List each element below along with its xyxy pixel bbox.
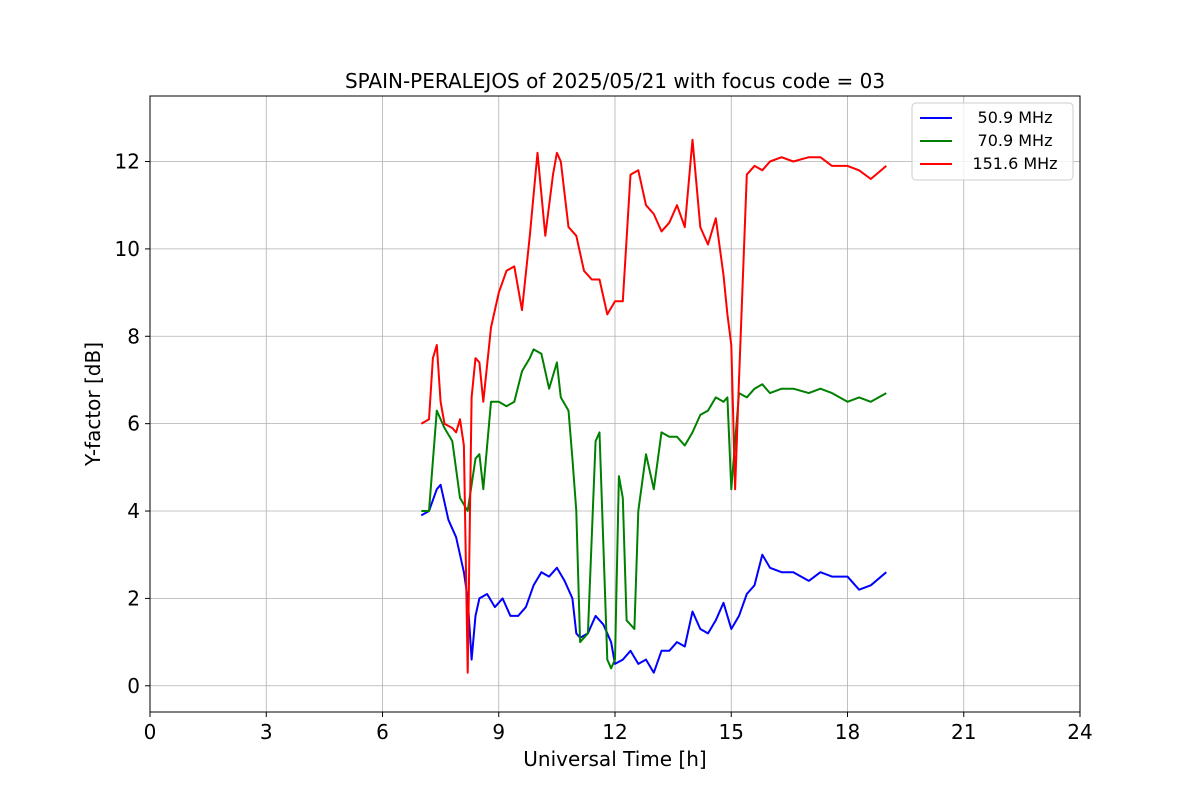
legend-label: 70.9 MHz bbox=[978, 131, 1053, 150]
x-tick-label: 9 bbox=[492, 720, 505, 744]
legend-box bbox=[911, 102, 1074, 181]
legend: 50.9 MHz 70.9 MHz 151.6 MHz bbox=[911, 102, 1074, 181]
y-tick-label: 10 bbox=[115, 237, 140, 261]
series-line-70-9-mhz bbox=[421, 348, 887, 670]
x-tick-label: 3 bbox=[260, 720, 273, 744]
x-tick-label: 18 bbox=[835, 720, 860, 744]
x-ticks: 0 3 6 9 12 15 18 21 24 bbox=[144, 712, 1093, 744]
y-tick-label: 6 bbox=[127, 412, 140, 436]
series-line-50-9-mhz bbox=[420, 483, 887, 674]
y-tick-label: 8 bbox=[127, 324, 140, 348]
y-axis-label: Y-factor [dB] bbox=[81, 342, 105, 467]
series-group bbox=[420, 138, 887, 674]
x-tick-label: 21 bbox=[951, 720, 976, 744]
x-tick-label: 24 bbox=[1067, 720, 1092, 744]
legend-label: 151.6 MHz bbox=[972, 154, 1057, 173]
series-line-151-6-mhz bbox=[420, 138, 887, 674]
y-tick-label: 12 bbox=[115, 150, 140, 174]
x-tick-label: 15 bbox=[719, 720, 744, 744]
x-tick-label: 12 bbox=[602, 720, 627, 744]
x-tick-label: 6 bbox=[376, 720, 389, 744]
legend-label: 50.9 MHz bbox=[978, 108, 1053, 127]
y-ticks: 0 2 4 6 8 10 12 bbox=[115, 150, 150, 698]
chart-title: SPAIN-PERALEJOS of 2025/05/21 with focus… bbox=[345, 69, 885, 93]
y-tick-label: 0 bbox=[127, 674, 140, 698]
x-tick-label: 0 bbox=[144, 720, 157, 744]
y-tick-label: 2 bbox=[127, 586, 140, 610]
y-tick-label: 4 bbox=[127, 499, 140, 523]
x-axis-label: Universal Time [h] bbox=[523, 747, 706, 771]
